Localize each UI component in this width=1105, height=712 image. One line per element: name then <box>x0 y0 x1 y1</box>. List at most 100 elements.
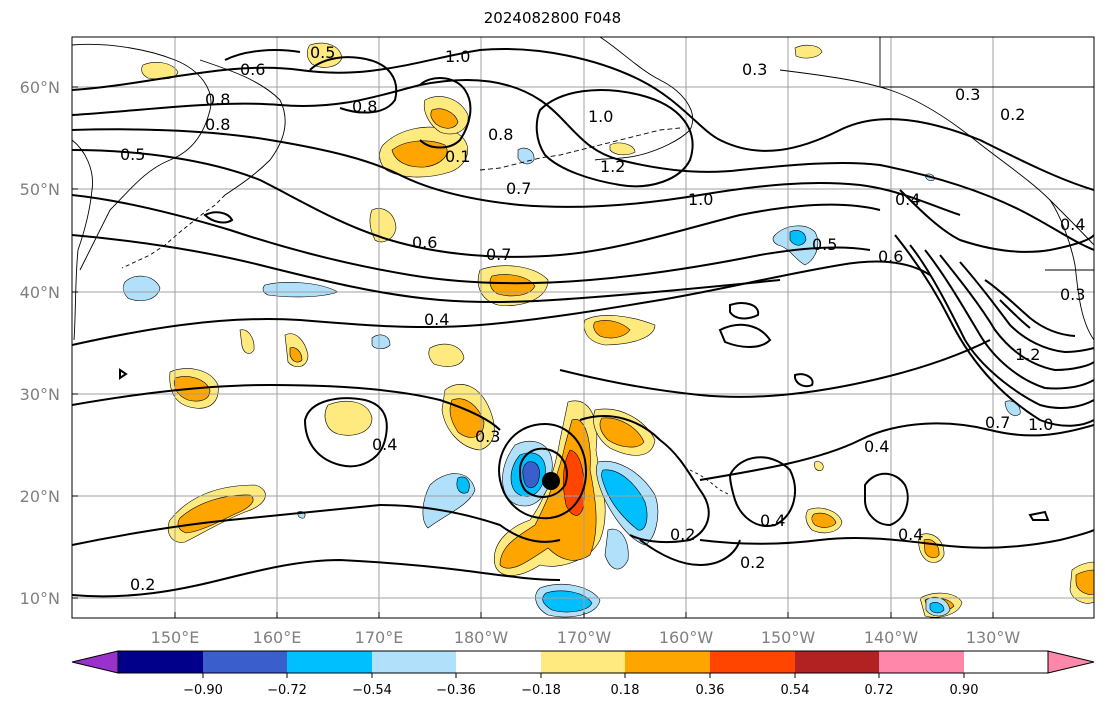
colorbar-left-arrow <box>71 650 119 674</box>
blue-field <box>517 147 535 165</box>
contour-label: 0.1 <box>445 147 470 166</box>
blue-field <box>522 461 540 489</box>
colorbar-tick-label: 0.36 <box>696 683 725 698</box>
contour-label: 0.4 <box>898 525 923 544</box>
contour-label: 0.5 <box>310 43 335 62</box>
contour-label: 0.3 <box>475 427 500 446</box>
colorbar-segment <box>795 651 879 673</box>
hawaii-islands <box>689 469 731 496</box>
contour-label: 1.0 <box>1028 415 1053 434</box>
lon-label-160e: 160°E <box>253 628 302 647</box>
storm-center-marker <box>542 472 560 490</box>
contour-label: 0.5 <box>812 235 837 254</box>
colorbar-segment <box>372 651 456 673</box>
yellow-field <box>239 329 255 354</box>
colorbar-segment <box>879 651 964 673</box>
colorbar-tick-label: −0.36 <box>436 683 476 698</box>
lon-label-150w: 150°W <box>761 628 816 647</box>
orange-field <box>599 417 645 448</box>
contour-lines <box>72 48 1094 598</box>
blue-field <box>456 476 470 494</box>
contour-label: 0.8 <box>352 97 377 116</box>
blue-field <box>1004 400 1021 416</box>
lat-label-60n: 60°N <box>20 78 60 97</box>
lon-label-150e: 150°E <box>151 628 200 647</box>
lat-label-10n: 10°N <box>20 589 60 608</box>
yellow-field <box>306 42 343 68</box>
axis-ticks <box>72 86 994 618</box>
contour-label-group: 0.3 0.5 0.6 0.8 1.0 0.8 0.3 0.2 0.8 0.5 … <box>120 43 1085 594</box>
contour-label: 0.3 <box>742 60 767 79</box>
lat-label-30n: 30°N <box>20 385 60 404</box>
contour-label: 0.8 <box>488 125 513 144</box>
blue-field <box>604 528 629 570</box>
colorbar-segment <box>541 651 625 673</box>
blue-field <box>789 230 807 246</box>
contour-label: 0.8 <box>205 90 230 109</box>
contour-label: 0.4 <box>1060 215 1085 234</box>
orange-field <box>449 398 485 438</box>
colorbar-tick-label: 0.18 <box>611 683 640 698</box>
colorbar-tick-label: 0.54 <box>781 683 810 698</box>
contour-label: 0.4 <box>760 511 785 530</box>
blue-field <box>122 275 161 301</box>
contour-label: 0.2 <box>1000 105 1025 124</box>
orange-field <box>593 320 631 339</box>
colorbar-tick-label: −0.90 <box>183 683 223 698</box>
canada-coastline <box>879 37 1094 88</box>
contour-label: 0.4 <box>895 190 920 209</box>
colorbar-tick-label: 0.72 <box>865 683 894 698</box>
longitude-labels: 150°E 160°E 170°E 180°W 170°W 160°W 150°… <box>151 628 1021 647</box>
lat-label-40n: 40°N <box>20 283 60 302</box>
contour-label: 0.3 <box>1060 285 1085 304</box>
contour-label: 0.4 <box>864 437 889 456</box>
colorbar-segment <box>625 651 710 673</box>
blue-field <box>262 282 339 298</box>
colorbar-right-arrow <box>1047 650 1095 674</box>
contour-label: 1.0 <box>588 107 613 126</box>
orange-field <box>289 347 303 363</box>
kuril-islands <box>121 194 226 269</box>
yellow-field <box>814 461 824 471</box>
lon-label-180w: 180°W <box>454 628 509 647</box>
contour-label: 0.2 <box>740 553 765 572</box>
contour-label: 0.2 <box>130 575 155 594</box>
colorbar-frame <box>117 650 1049 674</box>
blue-field <box>929 602 945 614</box>
orange-field <box>811 512 837 528</box>
colorbar-segment <box>964 651 1048 673</box>
contour-label: 0.6 <box>412 233 437 252</box>
contour-label: 0.4 <box>424 310 449 329</box>
colorbar-tick-label: −0.72 <box>267 683 307 698</box>
yellow-field <box>609 142 636 156</box>
colorbar-tick-label: 0.90 <box>950 683 979 698</box>
colorbar-segment <box>203 651 287 673</box>
contour-label: 0.3 <box>955 85 980 104</box>
contour-label: 0.8 <box>205 115 230 134</box>
lon-label-170w: 170°W <box>557 628 612 647</box>
lon-label-170e: 170°E <box>355 628 404 647</box>
contour-label: 0.5 <box>120 145 145 164</box>
contour-label: 1.2 <box>1015 345 1040 364</box>
orange-field <box>1075 569 1094 595</box>
contour-label: 0.6 <box>878 247 903 266</box>
colorbar-segment <box>456 651 541 673</box>
colorbar-tick-label: −0.18 <box>521 683 561 698</box>
blue-field <box>601 469 648 531</box>
lon-label-160w: 160°W <box>659 628 714 647</box>
orange-field <box>489 274 536 297</box>
asia-coastline <box>72 139 93 341</box>
contour-label: 1.2 <box>600 157 625 176</box>
lon-label-140w: 140°W <box>864 628 919 647</box>
contour-label: 1.0 <box>688 190 713 209</box>
lat-label-20n: 20°N <box>20 487 60 506</box>
north-america-coastline <box>1049 199 1094 341</box>
colorbar-tick-label: −0.54 <box>352 683 392 698</box>
contour-label: 0.7 <box>506 179 531 198</box>
contour-label: 0.7 <box>985 413 1010 432</box>
contour-label: 0.2 <box>670 525 695 544</box>
yellow-field <box>369 208 397 243</box>
latitude-labels: 60°N 50°N 40°N 30°N 20°N 10°N <box>20 78 60 608</box>
blue-field <box>371 334 391 350</box>
